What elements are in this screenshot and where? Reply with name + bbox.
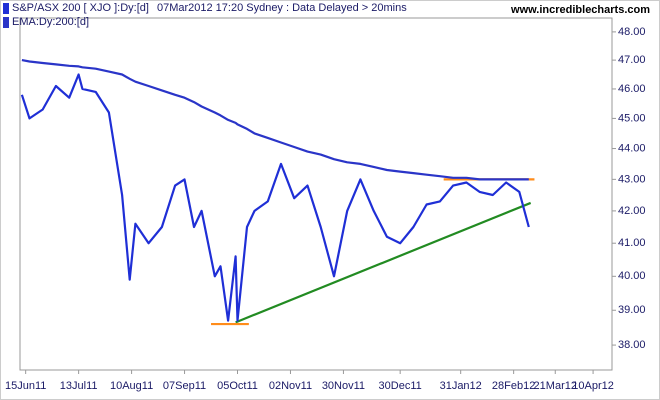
y-tick-label: 48.00 — [618, 26, 646, 38]
trend-line — [235, 201, 532, 324]
x-tick-label: 10Apr12 — [572, 380, 614, 392]
plot-area — [19, 17, 613, 371]
watermark: www.incrediblecharts.com — [510, 4, 650, 16]
x-tick-label: 15Jun11 — [5, 380, 46, 392]
y-tick-label: 41.00 — [618, 237, 646, 249]
x-tick-label: 13Jul11 — [60, 380, 98, 392]
subtitle: 07Mar2012 17:20 Sydney : Data Delayed > … — [157, 2, 407, 14]
y-tick-label: 42.00 — [618, 205, 646, 217]
y-tick-label: 45.00 — [618, 112, 646, 124]
y-tick-label: 43.00 — [618, 173, 646, 185]
legend-swatch — [3, 3, 9, 14]
y-tick-label: 44.00 — [618, 142, 646, 154]
x-tick-label: 28Feb12 — [492, 380, 535, 392]
x-tick-label: 30Dec11 — [379, 380, 422, 392]
price-line — [21, 59, 529, 181]
x-tick-label: 05Oct11 — [217, 380, 258, 392]
x-tick-label: 21Mar12 — [534, 380, 577, 392]
x-tick-label: 30Nov11 — [322, 380, 365, 392]
x-tick-label: 31Jan12 — [440, 380, 482, 392]
x-tick-label: 10Aug11 — [110, 380, 153, 392]
legend-label: EMA:Dy:200:[d] — [12, 16, 89, 28]
x-tick-label: 07Sep11 — [163, 380, 206, 392]
y-tick-label: 38.00 — [618, 339, 646, 351]
legend-swatch — [3, 17, 9, 28]
x-tick-label: 02Nov11 — [269, 380, 312, 392]
y-tick-label: 40.00 — [618, 270, 646, 282]
legend-label: S&P/ASX 200 [ XJO ]:Dy:[d] — [12, 2, 149, 14]
y-tick-label: 46.00 — [618, 83, 646, 95]
y-tick-label: 47.00 — [618, 54, 646, 66]
y-tick-label: 39.00 — [618, 304, 646, 316]
price-line — [20, 73, 530, 322]
